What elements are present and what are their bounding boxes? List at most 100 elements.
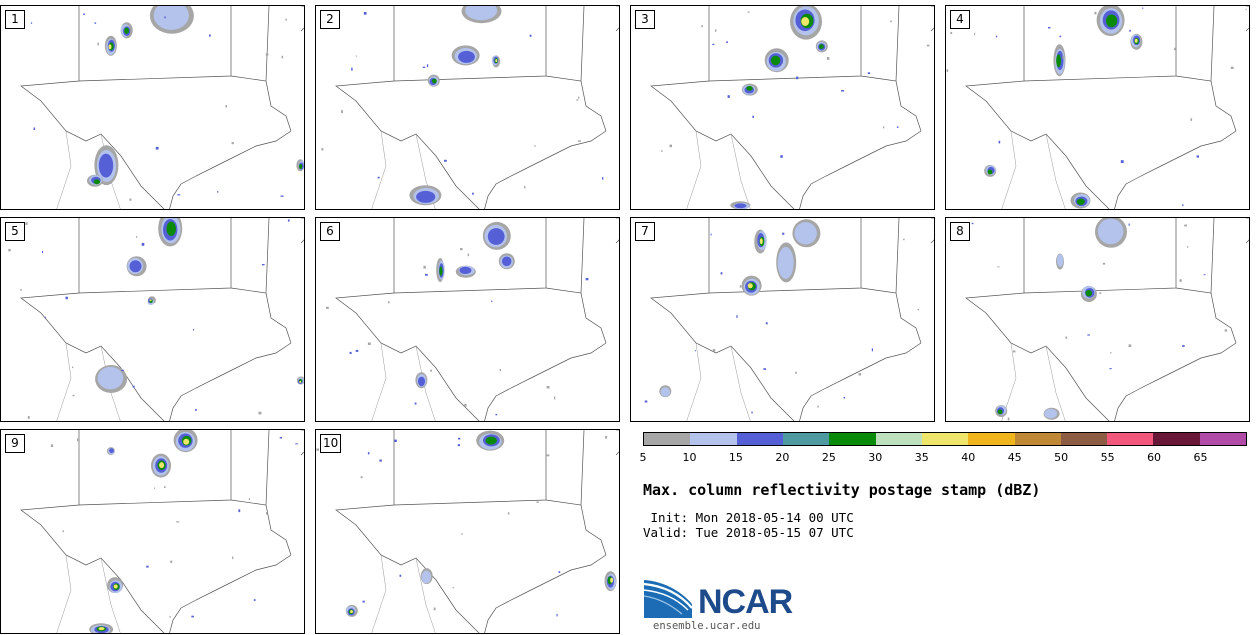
reflectivity-cell bbox=[458, 50, 475, 63]
reflectivity-map bbox=[326, 218, 619, 421]
light-echo bbox=[174, 437, 176, 439]
light-echo bbox=[132, 385, 135, 388]
reflectivity-cell bbox=[819, 44, 824, 49]
reflectivity-cell bbox=[350, 610, 353, 614]
boundary-line bbox=[1210, 218, 1215, 294]
light-echo bbox=[1190, 118, 1193, 121]
colorbar-tick: 40 bbox=[961, 451, 976, 464]
light-echo bbox=[554, 396, 556, 400]
boundary-line bbox=[930, 27, 934, 32]
light-echo bbox=[524, 185, 526, 189]
logo-wordmark: NCAR bbox=[698, 583, 793, 621]
light-echo bbox=[129, 198, 132, 201]
light-echo bbox=[1048, 27, 1051, 29]
light-echo bbox=[231, 142, 234, 145]
light-echo bbox=[217, 190, 219, 193]
light-echo bbox=[164, 16, 166, 19]
light-echo bbox=[399, 574, 402, 577]
light-echo bbox=[367, 452, 370, 455]
light-echo bbox=[558, 571, 561, 573]
reflectivity-cell bbox=[501, 256, 512, 267]
boundary-line bbox=[78, 218, 232, 294]
mexico-state-line bbox=[371, 342, 387, 421]
light-echo bbox=[780, 155, 783, 158]
colorbar-tick: 30 bbox=[868, 451, 883, 464]
light-echo bbox=[191, 615, 194, 618]
boundary-line bbox=[169, 342, 292, 421]
colorbar-segment bbox=[1199, 433, 1247, 445]
boundary-line bbox=[895, 6, 900, 82]
light-echo bbox=[27, 416, 30, 419]
light-echo bbox=[1184, 224, 1187, 227]
light-echo bbox=[578, 96, 580, 99]
reflectivity-cell bbox=[1044, 408, 1058, 419]
light-echo bbox=[387, 301, 390, 304]
member-panel-9: 9 bbox=[0, 429, 305, 634]
light-echo bbox=[72, 394, 75, 397]
light-echo bbox=[1128, 223, 1130, 226]
light-echo bbox=[349, 351, 352, 354]
boundary-line bbox=[860, 287, 922, 344]
member-label: 2 bbox=[320, 10, 340, 29]
light-echo bbox=[30, 22, 33, 24]
colorbar-tick: 15 bbox=[728, 451, 743, 464]
light-echo bbox=[414, 402, 417, 405]
boundary-line bbox=[335, 218, 480, 421]
light-echo bbox=[669, 144, 672, 148]
product-title: Max. column reflectivity postage stamp (… bbox=[643, 481, 1041, 499]
boundary-line bbox=[965, 6, 1110, 209]
boundary-line bbox=[265, 218, 270, 294]
light-echo bbox=[602, 177, 604, 180]
reflectivity-colorbar bbox=[643, 432, 1247, 446]
reflectivity-cell bbox=[459, 266, 472, 274]
light-echo bbox=[248, 498, 250, 501]
light-echo bbox=[1102, 262, 1106, 265]
light-echo bbox=[1128, 344, 1132, 347]
init-time: Init: Mon 2018-05-14 00 UTC bbox=[643, 510, 854, 525]
reflectivity-cell bbox=[299, 164, 303, 169]
light-echo bbox=[529, 34, 532, 37]
light-echo bbox=[83, 13, 86, 15]
reflectivity-cell bbox=[495, 59, 498, 63]
light-echo bbox=[1007, 417, 1010, 421]
boundary-line bbox=[265, 6, 270, 82]
light-echo bbox=[238, 509, 241, 513]
boundary-line bbox=[965, 218, 1110, 421]
light-echo bbox=[998, 140, 1001, 144]
member-label: 10 bbox=[320, 434, 342, 453]
boundary-line bbox=[484, 130, 607, 209]
light-echo bbox=[883, 126, 885, 129]
member-label: 7 bbox=[635, 222, 655, 241]
light-echo bbox=[903, 238, 905, 241]
light-echo bbox=[843, 397, 846, 399]
light-echo bbox=[1230, 66, 1234, 69]
light-echo bbox=[363, 12, 367, 15]
boundary-line bbox=[393, 430, 547, 506]
mexico-state-line bbox=[686, 130, 702, 209]
boundary-line bbox=[1114, 342, 1237, 421]
light-echo bbox=[360, 476, 363, 479]
light-echo bbox=[287, 219, 290, 222]
reflectivity-cell bbox=[183, 438, 190, 445]
mexico-state-line bbox=[415, 345, 436, 421]
reflectivity-cell bbox=[416, 190, 436, 203]
light-echo bbox=[266, 512, 268, 515]
reflectivity-cell bbox=[734, 203, 747, 209]
member-label: 6 bbox=[320, 222, 340, 241]
boundary-line bbox=[300, 27, 304, 32]
colorbar-segment bbox=[968, 433, 1015, 445]
boundary-line bbox=[1114, 130, 1237, 209]
colorbar-segment bbox=[1014, 433, 1061, 445]
light-echo bbox=[495, 413, 498, 416]
light-echo bbox=[25, 222, 28, 225]
light-echo bbox=[578, 140, 581, 142]
light-echo bbox=[491, 300, 493, 302]
light-echo bbox=[355, 55, 357, 57]
boundary-line bbox=[335, 6, 480, 209]
colorbar-segment bbox=[829, 433, 876, 445]
member-label: 1 bbox=[5, 10, 25, 29]
member-panel-3: 3 bbox=[630, 5, 935, 210]
light-echo bbox=[726, 41, 728, 44]
boundary-line bbox=[545, 499, 607, 556]
reflectivity-cell bbox=[98, 627, 105, 631]
